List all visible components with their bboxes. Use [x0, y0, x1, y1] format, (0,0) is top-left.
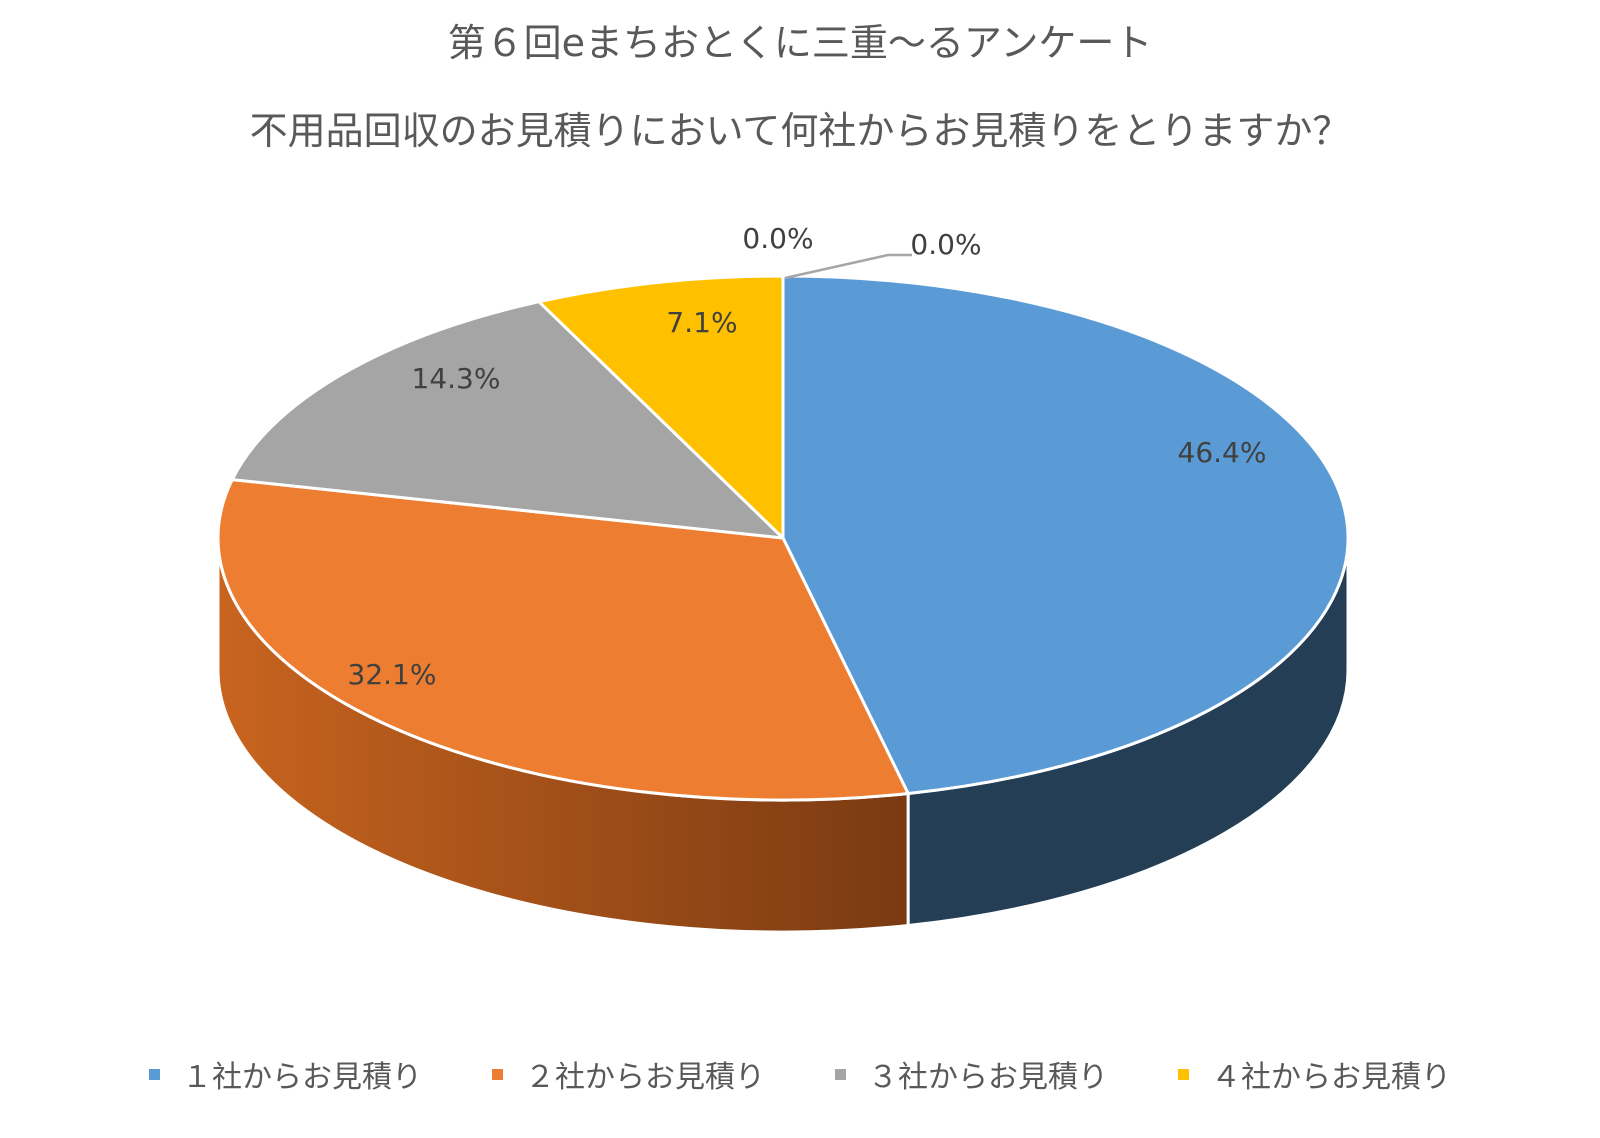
legend-label-2: ２社からお見積り	[525, 1060, 765, 1095]
pie-tops	[216, 274, 1350, 802]
legend-label-3: ３社からお見積り	[868, 1060, 1108, 1095]
legend-swatch-3	[835, 1068, 846, 1080]
legend-item-4: ４社からお見積り	[1178, 1052, 1451, 1096]
legend-swatch-2	[492, 1068, 503, 1080]
pie-slice-3	[230, 300, 785, 540]
data-label-1: 46.4%	[1178, 436, 1267, 469]
legend-item-2: ２社からお見積り	[492, 1052, 765, 1096]
legend-swatch-4	[1178, 1068, 1189, 1080]
legend-item-3: ３社からお見積り	[835, 1052, 1108, 1096]
data-label-2: 32.1%	[348, 658, 437, 691]
pie-leaders	[784, 253, 912, 280]
data-label-5: 0.0%	[742, 222, 813, 255]
legend-swatch-1	[149, 1068, 160, 1080]
legend-label-4: ４社からお見積り	[1211, 1060, 1451, 1095]
data-label-3: 14.3%	[412, 362, 501, 395]
legend-item-1: １社からお見積り	[149, 1052, 422, 1096]
data-label-4: 7.1%	[666, 306, 737, 339]
chart-title: 第６回eまちおとくに三重～るアンケート	[447, 21, 1153, 65]
leader-line-6	[784, 253, 912, 280]
legend: １社からお見積り ２社からお見積り ３社からお見積り ４社からお見積り	[0, 1052, 1600, 1096]
chart-subtitle: 不用品回収のお見積りにおいて何社からお見積りをとりますか？	[249, 109, 1351, 153]
pie-slice-1	[781, 274, 1350, 795]
pie-slice-2	[216, 478, 910, 802]
pie-labels: 46.4% 32.1% 14.3% 7.1% 0.0% 0.0%	[348, 222, 1267, 691]
legend-label-1: １社からお見積り	[182, 1060, 422, 1095]
pie-slice-4	[537, 274, 785, 540]
data-label-6: 0.0%	[910, 228, 981, 261]
